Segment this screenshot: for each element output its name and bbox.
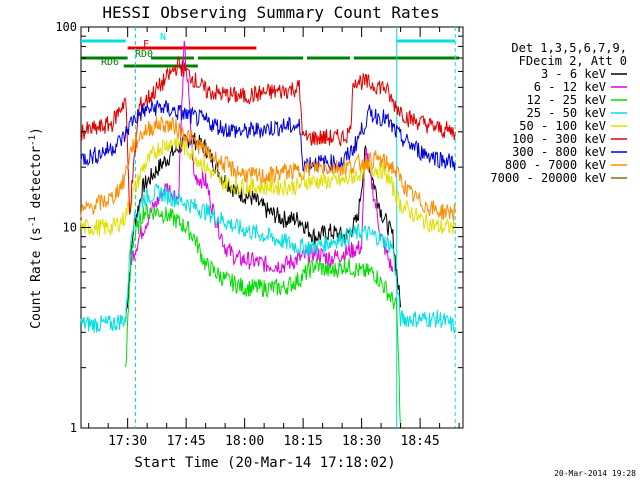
series-line-100-300-kev (80, 56, 456, 215)
x-tick-label-1815: 18:15 (284, 434, 323, 449)
x-tick-label-1745: 17:45 (167, 434, 206, 449)
legend-label-6-12-kev: 6 - 12 keV (534, 80, 606, 94)
legend-label-800-7000-kev: 800 - 7000 keV (505, 158, 606, 172)
svg-text:Count Rate (s-1 detector-1): Count Rate (s-1 detector-1) (28, 127, 44, 329)
y-tick-label-100: 100 (55, 20, 77, 34)
legend-label-300-800-kev: 300 - 800 keV (512, 145, 606, 159)
axis-ticks: 1 10 100 17:30 17:45 18:00 18:15 18:30 18:45 (55, 20, 463, 449)
y-tick-label-1: 1 (70, 421, 77, 435)
legend-label-25-50-kev: 25 - 50 keV (527, 106, 606, 120)
series-line-50-100-kev (80, 134, 456, 237)
legend-label-7000-20000-kev: 7000 - 20000 keV (490, 171, 606, 185)
state-bar-label-rd0: RD0 (135, 49, 153, 60)
y-tick-label-10: 10 (63, 221, 77, 235)
footer-date: 20-Mar-2014 19:28 (554, 469, 636, 478)
state-bar-label-n: N (160, 32, 166, 43)
series-line-3-6-kev (125, 132, 402, 320)
series-line-25-50-kev (80, 183, 456, 334)
series-line-6-12-kev (131, 40, 394, 275)
x-tick-label-1845: 18:45 (401, 434, 440, 449)
series-line-12-25-kev (125, 203, 402, 429)
state-bar-label-f: F (143, 39, 149, 50)
state-bar-label-rd6: RD6 (101, 57, 119, 68)
legend-header-0: Det 1,3,5,6,7,9, (511, 41, 627, 55)
y-axis-label: Count Rate (s-1 detector-1) (28, 127, 44, 329)
series-line-300-800-kev (80, 100, 456, 173)
legend-label-50-100-kev: 50 - 100 keV (519, 119, 606, 133)
chart-title: HESSI Observing Summary Count Rates (102, 3, 439, 22)
legend-label-12-25-kev: 12 - 25 keV (527, 93, 606, 107)
x-tick-label-1730: 17:30 (108, 434, 147, 449)
x-axis-label: Start Time (20-Mar-14 17:18:02) (134, 455, 395, 471)
series-line-800-7000-kev (80, 116, 456, 221)
legend-label-3-6-kev: 3 - 6 keV (541, 67, 606, 81)
x-tick-label-1830: 18:30 (342, 434, 381, 449)
x-tick-label-1800: 18:00 (225, 434, 264, 449)
legend-header-1: FDecim 2, Att 0 (519, 54, 627, 68)
legend: Det 1,3,5,6,7,9,FDecim 2, Att 03 - 6 keV… (490, 41, 627, 185)
legend-label-100-300-kev: 100 - 300 keV (512, 132, 606, 146)
